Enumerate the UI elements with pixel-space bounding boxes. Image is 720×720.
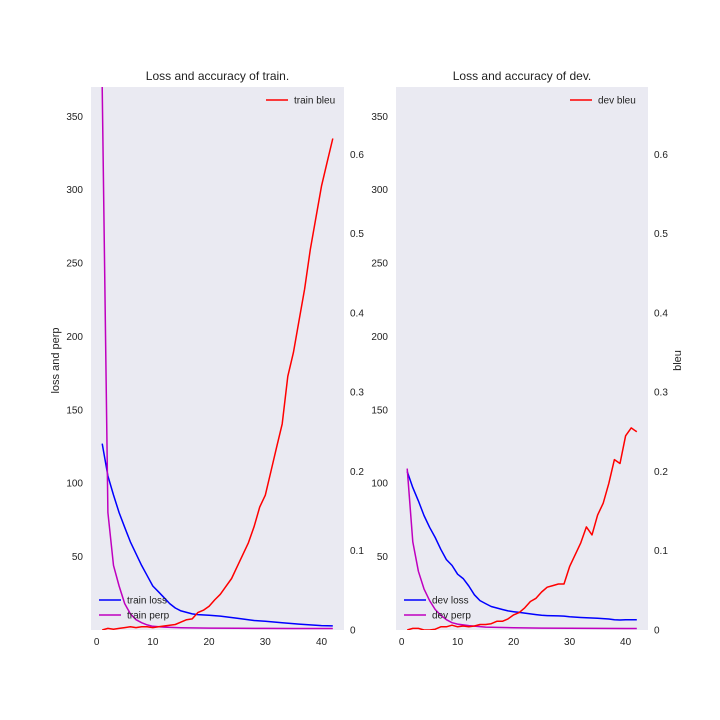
legend-entry: train loss — [99, 596, 167, 607]
y-right-tick-label: 0.3 — [654, 388, 668, 399]
legend-entry: train bleu — [266, 96, 335, 107]
x-tick-label: 30 — [260, 637, 272, 648]
y-left-tick-label: 250 — [371, 259, 388, 270]
x-tick-label: 30 — [564, 637, 576, 648]
y-left-tick-label: 300 — [66, 185, 83, 196]
series-line-train-perp — [101, 87, 333, 630]
x-tick-label: 0 — [94, 637, 100, 648]
y-left-tick-label: 200 — [66, 332, 83, 343]
x-tick-label: 10 — [452, 637, 464, 648]
plot-area — [396, 87, 648, 630]
y-left-tick-label: 50 — [377, 552, 389, 563]
y-left-tick-label: 200 — [371, 332, 388, 343]
chart-title: Loss and accuracy of dev. — [453, 69, 592, 83]
legend-label: dev loss — [432, 596, 469, 607]
series-line-train-loss — [101, 443, 333, 627]
legend-label: train bleu — [294, 96, 335, 107]
y-right-tick-label: 0 — [350, 626, 356, 637]
y-right-tick-label: 0.1 — [654, 546, 668, 557]
y-left-axis-label: loss and perp — [50, 327, 62, 393]
plot-area — [91, 87, 344, 630]
legend-entry: dev loss — [404, 596, 469, 607]
y-right-tick-label: 0.5 — [350, 229, 364, 240]
series-line-dev-loss — [406, 471, 637, 621]
x-tick-label: 10 — [147, 637, 159, 648]
x-tick-label: 40 — [316, 637, 328, 648]
y-left-tick-label: 150 — [66, 405, 83, 416]
x-tick-label: 40 — [620, 637, 632, 648]
y-right-tick-label: 0.2 — [350, 467, 364, 478]
y-left-tick-label: 100 — [66, 479, 83, 490]
legend-entry: dev perp — [404, 611, 471, 622]
y-right-tick-label: 0.3 — [350, 388, 364, 399]
y-right-tick-label: 0.4 — [654, 308, 668, 319]
y-right-tick-label: 0.4 — [350, 308, 364, 319]
dev-panel: Loss and accuracy of dev. 0 10 20 30 40 50 100 1… — [371, 69, 684, 648]
y-right-tick-label: 0.5 — [654, 229, 668, 240]
legend-label: dev perp — [432, 611, 471, 622]
train-panel: Loss and accuracy of train. 0 10 20 30 40 50 10… — [50, 69, 364, 648]
series-lines — [101, 87, 334, 630]
y-left-tick-label: 350 — [371, 112, 388, 123]
x-tick-label: 20 — [204, 637, 216, 648]
series-line-train-bleu — [101, 138, 334, 630]
legend-label: train loss — [127, 596, 167, 607]
legend-entry: train perp — [99, 611, 170, 622]
y-right-tick-label: 0.1 — [350, 546, 364, 557]
y-left-tick-label: 100 — [371, 479, 388, 490]
y-left-tick-label: 50 — [72, 552, 84, 563]
y-right-tick-label: 0.2 — [654, 467, 668, 478]
y-left-tick-label: 250 — [66, 259, 83, 270]
y-right-axis-label: bleu — [672, 350, 684, 371]
x-tick-label: 0 — [399, 637, 405, 648]
series-line-dev-bleu — [406, 427, 638, 630]
y-left-tick-label: 350 — [66, 112, 83, 123]
y-left-tick-label: 150 — [371, 405, 388, 416]
y-right-tick-label: 0.6 — [654, 150, 668, 161]
legend-entry: dev bleu — [570, 96, 636, 107]
y-right-tick-label: 0.6 — [350, 150, 364, 161]
legend-label: train perp — [127, 611, 170, 622]
chart-title: Loss and accuracy of train. — [146, 69, 289, 83]
y-left-tick-label: 300 — [371, 185, 388, 196]
x-tick-label: 20 — [508, 637, 520, 648]
y-right-tick-label: 0 — [654, 626, 660, 637]
series-lines — [406, 427, 638, 630]
legend-label: dev bleu — [598, 96, 636, 107]
series-line-dev-perp — [406, 468, 637, 630]
